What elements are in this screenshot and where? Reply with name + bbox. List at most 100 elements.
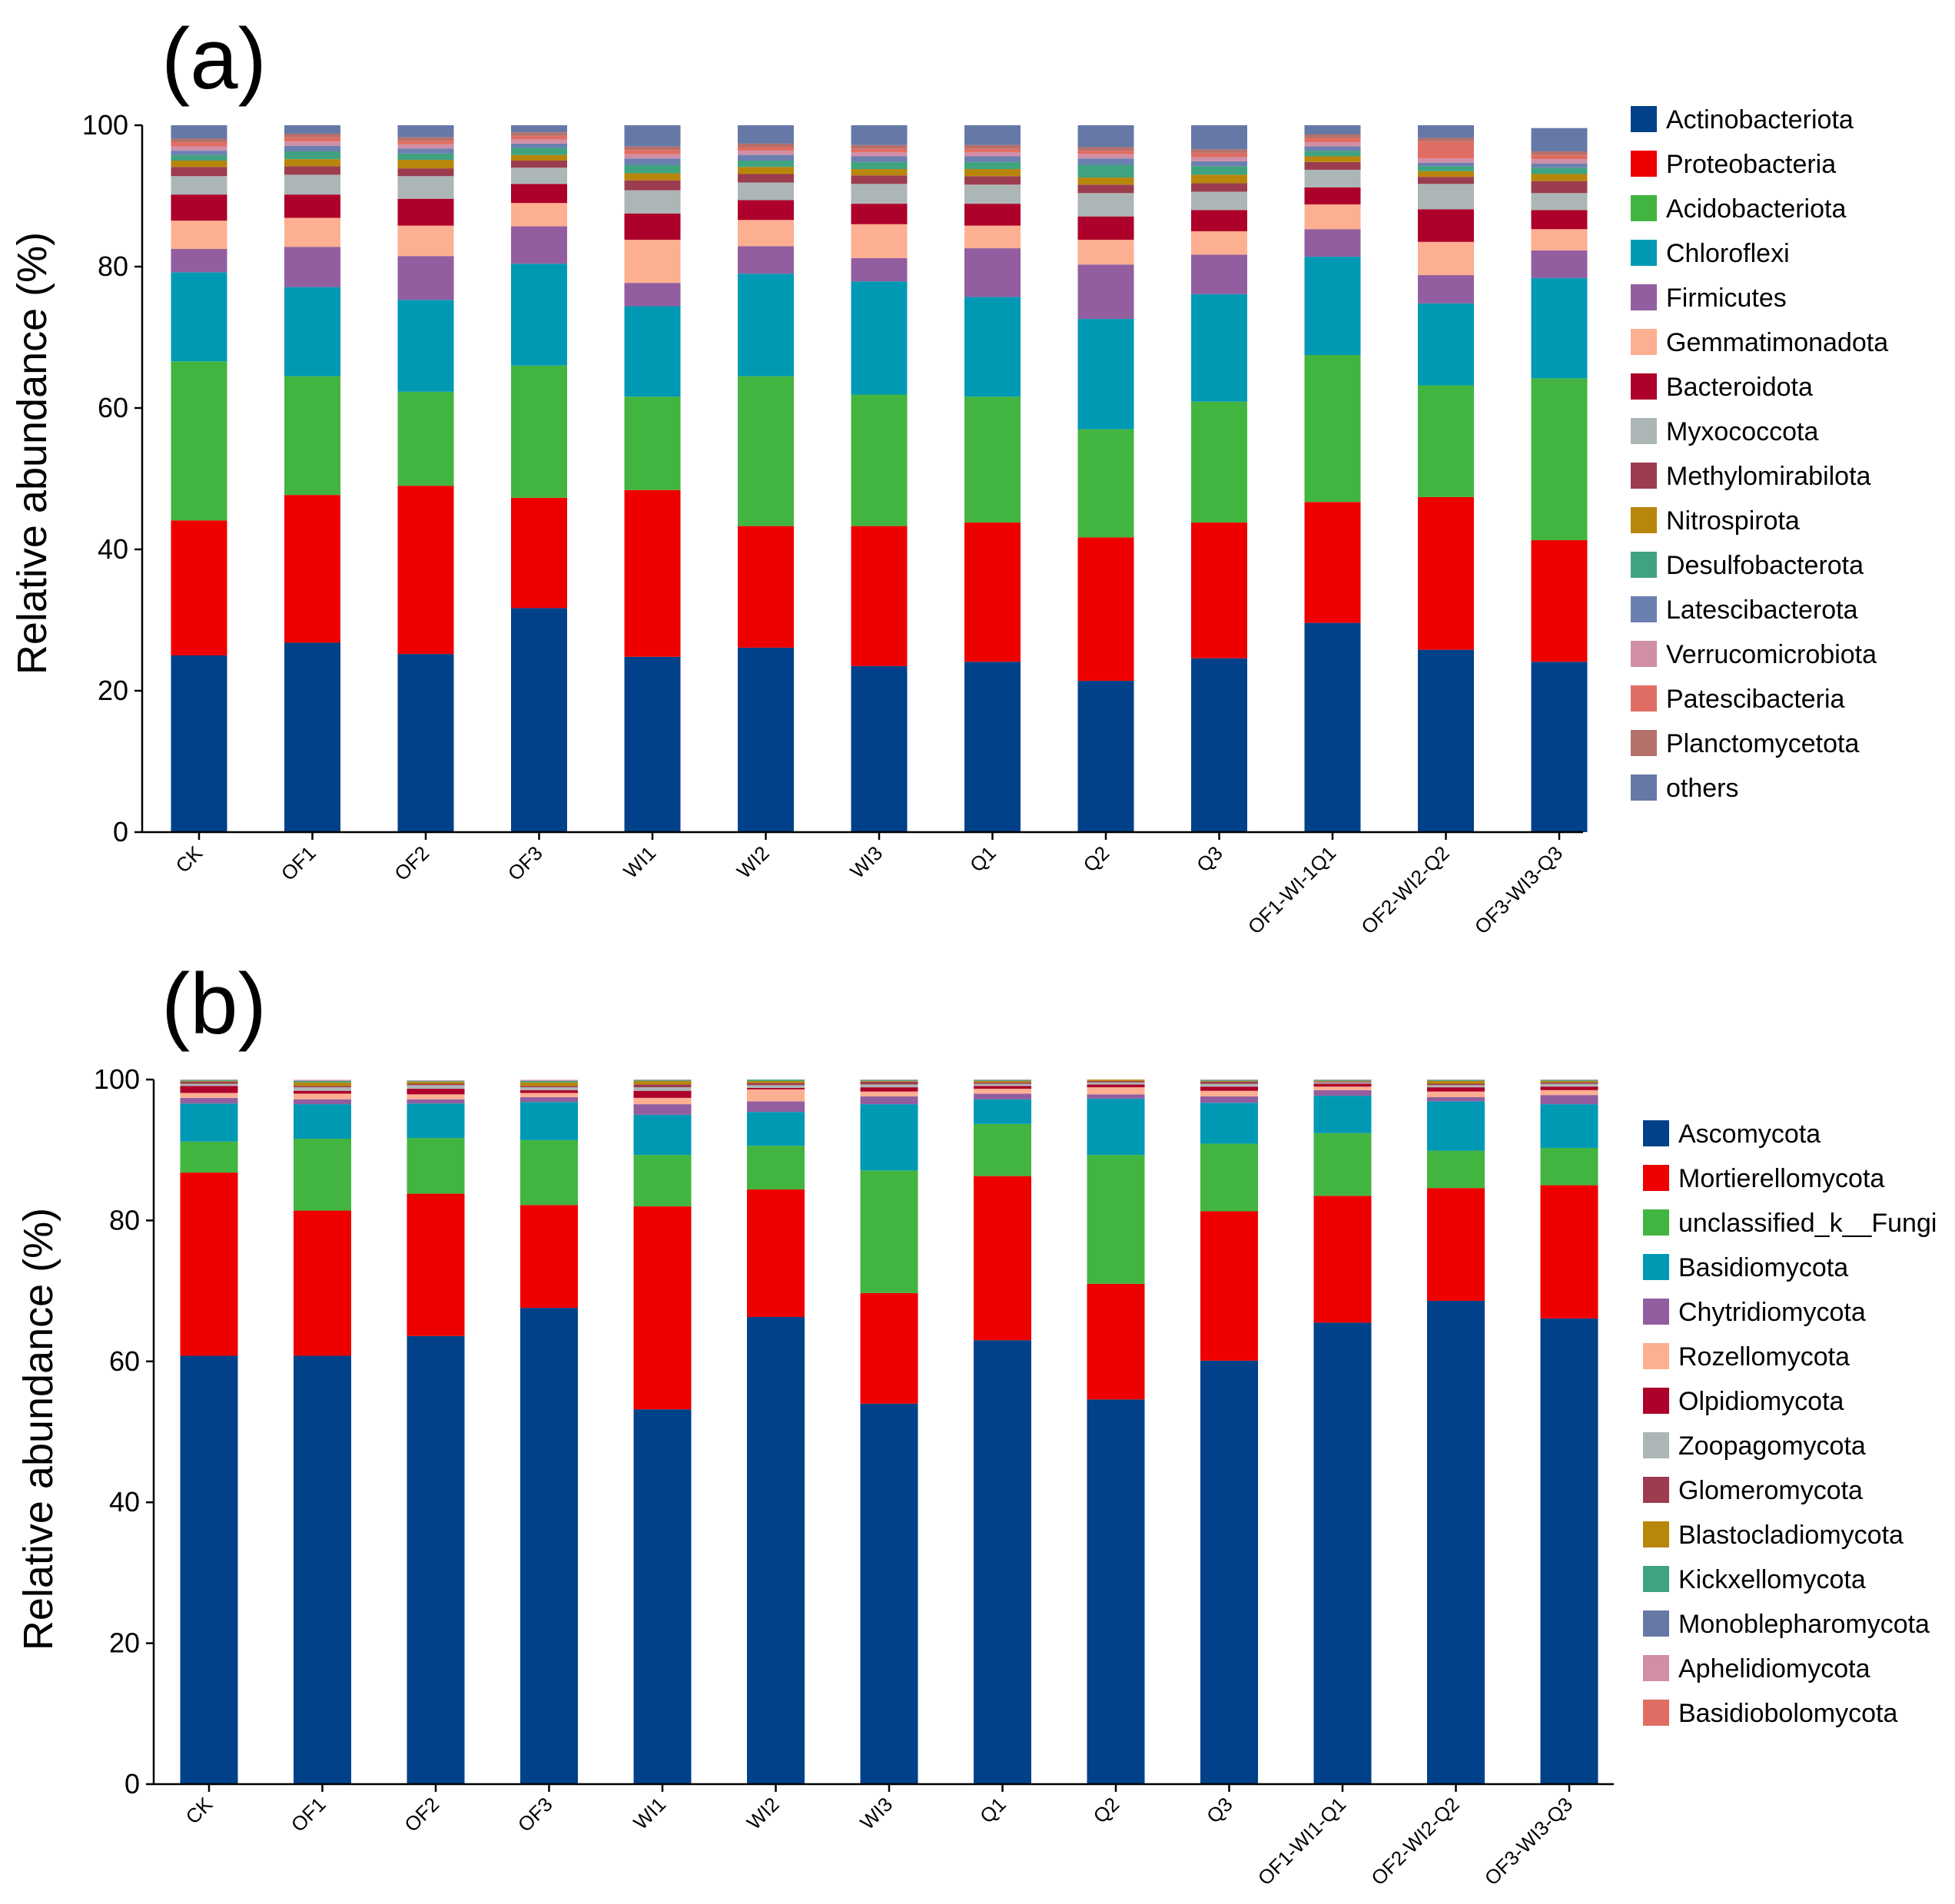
bar-segment-olpidiomycota-wi3	[860, 1087, 918, 1092]
bar-segment-proteobacteria-of1	[284, 495, 340, 643]
bar-segment-rozellomycota-wi3	[860, 1091, 918, 1097]
x-tick-label: OF1	[277, 841, 320, 885]
bar-segment-gemmatimonadota-wi1	[624, 240, 681, 284]
bar-segment-nitrospirota-of1	[284, 159, 340, 167]
bar-segment-ascomycota-wi1	[633, 1409, 692, 1784]
bar-segment-myxococcota-ck	[171, 176, 227, 195]
bar-segment-chytridiomycota-q3	[1200, 1096, 1258, 1103]
bar-segment-rozellomycota-wi2	[747, 1089, 805, 1102]
bar-segment-patescibacteria-wi1	[624, 150, 681, 154]
bar-segment-chloroflexi-q1	[964, 297, 1021, 397]
bar-segment-ascomycota-q1	[974, 1340, 1031, 1784]
bar-segment-mortierellomycota-of1-wi1-q1	[1313, 1196, 1372, 1323]
bar-segment-olpidiomycota-of1-wi1-q1	[1313, 1083, 1372, 1087]
bar-segment-myxococcota-of3	[511, 168, 567, 184]
legend-label: Mortierellomycota	[1678, 1164, 1884, 1193]
bar-segment-chloroflexi-q2	[1077, 319, 1134, 430]
bar-segment-others-ck	[171, 125, 227, 139]
bar-segment-basidiomycota-of1-wi1-q1	[1313, 1096, 1372, 1133]
bar-segment-proteobacteria-wi1	[624, 489, 681, 657]
bar-segment-unclassified-k-fungi-q3	[1200, 1143, 1258, 1212]
y-tick-label: 0	[124, 1768, 140, 1800]
bar-segment-methylomirabilota-q2	[1077, 184, 1134, 194]
bar-segment-olpidiomycota-q1	[974, 1086, 1031, 1089]
legend-label: Zoopagomycota	[1678, 1431, 1866, 1461]
bar-segment-firmicutes-q3	[1191, 254, 1247, 294]
bar-segment-unclassified-k-fungi-wi1	[633, 1155, 692, 1207]
y-tick-label: 20	[109, 1627, 140, 1659]
bar-segment-basidiomycota-ck	[180, 1103, 238, 1142]
bar-segment-kickxellomycota-of1	[294, 1080, 351, 1083]
bar-segment-actinobacteriota-ck	[171, 655, 227, 832]
bar-segment-planctomycetota-q1	[964, 144, 1021, 149]
x-tick-label: OF3	[503, 841, 547, 885]
bar-segment-firmicutes-of1	[284, 247, 340, 287]
bar-segment-kickxellomycota-of2-wi2-q2	[1427, 1080, 1485, 1081]
bar-segment-ascomycota-of1-wi1-q1	[1313, 1322, 1372, 1784]
bar-segment-desulfobacterota-of2	[397, 153, 454, 161]
bar-segment-bacteroidota-of2	[397, 198, 454, 226]
bar-segment-nitrospirota-q1	[964, 169, 1021, 177]
bar-segment-zoopagomycota-wi2	[747, 1085, 805, 1089]
bar-segment-gemmatimonadota-of2	[397, 225, 454, 257]
bar-segment-chloroflexi-ck	[171, 272, 227, 362]
legend-swatch	[1631, 775, 1657, 801]
bar-segment-blastocladiomycota-q3	[1200, 1080, 1258, 1082]
bar-segment-planctomycetota-q3	[1191, 149, 1247, 153]
legend-label: Acidobacteriota	[1666, 194, 1846, 224]
bar-segment-gemmatimonadota-wi3	[851, 224, 908, 258]
bar-segment-actinobacteriota-wi3	[851, 665, 908, 832]
bar-segment-olpidiomycota-of3	[520, 1090, 578, 1093]
bar-segment-mortierellomycota-of2-wi2-q2	[1427, 1188, 1485, 1301]
legend-label: Gemmatimonadota	[1666, 328, 1888, 357]
bar-segment-verrucomicrobiota-q1	[964, 151, 1021, 157]
legend-label: Proteobacteria	[1666, 150, 1836, 179]
bar-segment-firmicutes-of3	[511, 226, 567, 264]
bar-segment-blastocladiomycota-wi1	[633, 1080, 692, 1085]
legend-swatch	[1643, 1209, 1669, 1236]
bar-segment-firmicutes-ck	[171, 249, 227, 273]
bar-segment-zoopagomycota-q1	[974, 1083, 1031, 1086]
bar-segment-proteobacteria-ck	[171, 520, 227, 655]
x-tick-label: OF1-WI-1Q1	[1243, 841, 1340, 938]
legend-a: Actinobacteriota Proteobacteria Acidobacte…	[1631, 105, 1888, 803]
legend-swatch	[1643, 1521, 1669, 1547]
bar-segment-planctomycetota-of2	[397, 137, 454, 141]
bar-segment-actinobacteriota-of2	[397, 654, 454, 832]
bar-segment-desulfobacterota-wi2	[738, 161, 794, 168]
bar-segment-basidiomycota-q2	[1087, 1098, 1145, 1156]
legend-label: Myxococcota	[1666, 417, 1818, 446]
panel-b: (b) Relative abundance (%) CK OF1 OF2 OF3 WI…	[15, 956, 1937, 1889]
bar-segment-verrucomicrobiota-of3	[511, 139, 567, 144]
bar-segment-ascomycota-q3	[1200, 1360, 1258, 1784]
bar-segment-gemmatimonadota-q1	[964, 225, 1021, 249]
legend-label: Chytridiomycota	[1678, 1298, 1866, 1327]
bar-segment-basidiomycota-wi2	[747, 1112, 805, 1146]
bar-segment-unclassified-k-fungi-q1	[974, 1123, 1031, 1176]
bar-segment-gemmatimonadota-of1	[284, 217, 340, 247]
bar-segment-rozellomycota-of3	[520, 1093, 578, 1097]
legend-label: Ascomycota	[1678, 1120, 1821, 1149]
bar-segment-bacteroidota-q2	[1077, 216, 1134, 240]
legend-swatch	[1643, 1432, 1669, 1458]
bar-segment-glomeromycota-of2-wi2-q2	[1427, 1083, 1485, 1086]
legend-swatch	[1631, 329, 1657, 355]
bar-segment-others-q2	[1077, 125, 1134, 148]
bar-segment-others-of1	[284, 125, 340, 134]
x-tick-label: OF2	[390, 841, 433, 885]
bar-segment-others-of1-wi-1q1	[1304, 125, 1361, 134]
bar-segment-zoopagomycota-of2	[407, 1085, 465, 1089]
bar-segment-blastocladiomycota-q2	[1087, 1080, 1145, 1081]
legend-label: Desulfobacterota	[1666, 551, 1864, 580]
x-tick-label: Q2	[1079, 841, 1114, 877]
bar-segment-proteobacteria-q2	[1077, 537, 1134, 682]
y-tick-label: 40	[109, 1486, 140, 1518]
bar-segment-latescibacterota-of2-wi2-q2	[1418, 162, 1474, 167]
bar-segment-bacteroidota-of3	[511, 184, 567, 204]
bar-segment-mortierellomycota-of3	[520, 1205, 578, 1309]
legend-swatch	[1643, 1254, 1669, 1280]
bar-segment-mortierellomycota-of2	[407, 1193, 465, 1336]
bar-segment-zoopagomycota-q2	[1087, 1082, 1145, 1085]
bar-segment-methylomirabilota-of3	[511, 161, 567, 168]
legend-label: unclassified_k__Fungi	[1678, 1209, 1937, 1238]
